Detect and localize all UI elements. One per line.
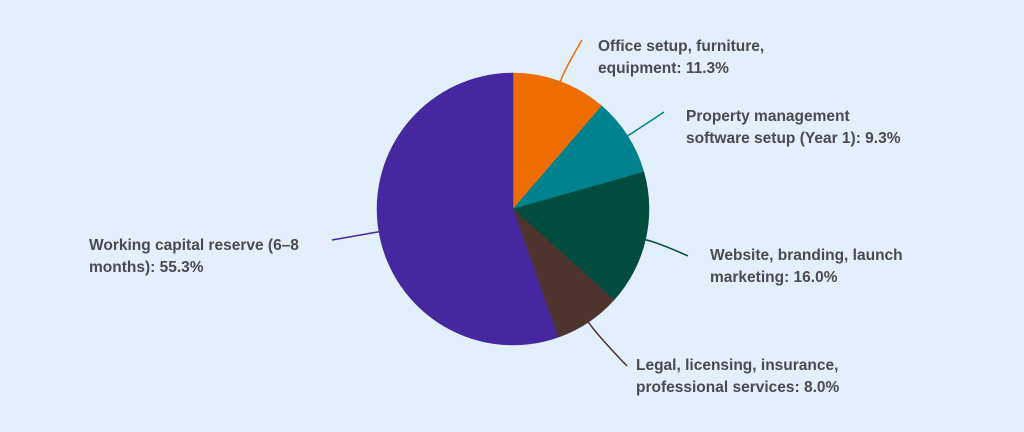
leader-line <box>645 239 689 257</box>
slice-label-working-capital: Working capital reserve (6–8 months): 55… <box>89 237 299 276</box>
pie-slices <box>376 72 650 346</box>
slice-label-property-software: Property management software setup (Year… <box>686 108 901 147</box>
leader-line <box>627 111 665 137</box>
pie-slice <box>512 171 650 301</box>
slice-label-office-setup: Office setup, furniture, equipment: 11.3… <box>598 38 765 77</box>
leader-line <box>559 39 583 82</box>
leader-line <box>331 231 380 241</box>
leader-line <box>587 321 628 367</box>
leader-lines <box>331 39 689 367</box>
pie-slice <box>512 105 645 210</box>
slice-label-legal-licensing: Legal, licensing, insurance, professiona… <box>636 357 840 396</box>
slice-label-website-branding: Website, branding, launch marketing: 16.… <box>710 247 903 286</box>
pie-slice <box>376 72 559 346</box>
